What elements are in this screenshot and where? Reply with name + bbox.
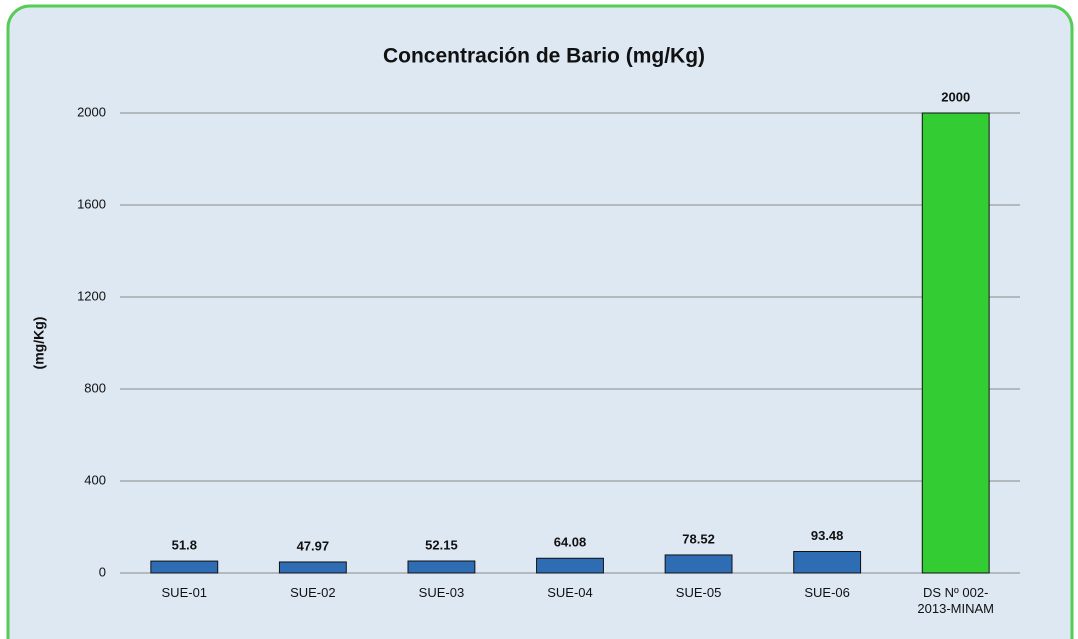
x-tick-label-box: SUE-06	[804, 585, 850, 600]
data-label: 47.97	[297, 538, 330, 553]
data-label: 93.48	[811, 528, 844, 543]
data-label: 51.8	[172, 538, 197, 553]
x-tick-label-box: SUE-03	[418, 585, 465, 600]
y-tick-label: 1600	[77, 196, 106, 211]
x-tick-label: DS Nº 002-2013-MINAM	[917, 585, 994, 616]
chart-title: Concentración de Bario (mg/Kg)	[383, 45, 705, 68]
x-tick-label-box: SUE-05	[675, 585, 722, 600]
y-tick-label: 2000	[77, 104, 106, 119]
x-tick-label: SUE-06	[804, 585, 850, 600]
y-tick-label: 800	[84, 380, 106, 395]
bar	[278, 561, 347, 574]
x-tick-label-box: DS Nº 002-2013-MINAM	[917, 585, 994, 616]
bar	[664, 554, 733, 574]
bar	[793, 550, 862, 574]
x-tick-label-box: SUE-01	[161, 585, 208, 600]
x-tick-label: SUE-02	[290, 585, 336, 600]
x-tick-label: SUE-05	[675, 585, 722, 600]
y-tick-label: 400	[84, 472, 106, 487]
bar	[536, 557, 604, 574]
bar	[921, 112, 990, 574]
bar	[150, 560, 219, 574]
y-axis-label: (mg/Kg)	[31, 317, 47, 370]
x-tick-label: SUE-03	[418, 585, 465, 600]
panel	[6, 4, 1074, 639]
y-tick-label: 0	[99, 564, 106, 579]
x-tick-label-box: SUE-02	[290, 585, 336, 600]
bar	[407, 560, 476, 574]
data-label: 2000	[941, 89, 970, 104]
data-label: 64.08	[554, 535, 587, 550]
data-label: 52.15	[425, 537, 458, 552]
x-tick-label-box: SUE-04	[547, 585, 593, 600]
y-tick-label: 1200	[77, 288, 106, 303]
data-label: 78.52	[682, 531, 715, 546]
x-tick-label: SUE-01	[161, 585, 208, 600]
x-tick-label: SUE-04	[547, 585, 593, 600]
